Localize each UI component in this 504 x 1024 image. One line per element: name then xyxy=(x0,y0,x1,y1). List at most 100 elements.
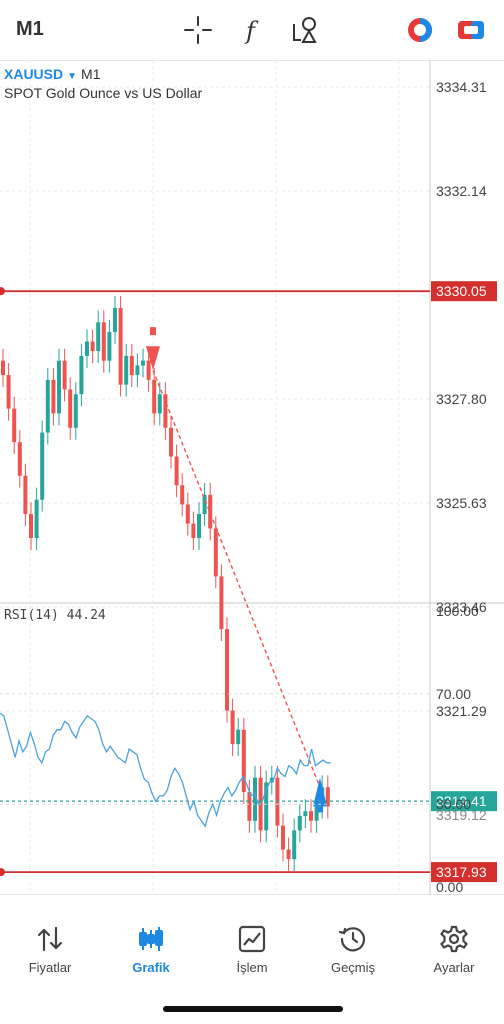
trade-connector-line xyxy=(152,370,321,788)
candle-body xyxy=(17,442,22,476)
nav-chart[interactable]: Grafik xyxy=(101,918,201,988)
candle-body xyxy=(34,499,39,539)
candle-body xyxy=(152,379,157,414)
candle-body xyxy=(174,456,179,486)
candle-body xyxy=(107,331,112,361)
price-tick-label: 3334.31 xyxy=(436,79,487,95)
nav-label: Fiyatlar xyxy=(28,960,72,975)
candle-body xyxy=(208,494,213,529)
rsi-label: RSI(14) 44.24 xyxy=(4,608,106,623)
candle-body xyxy=(281,825,285,850)
candle-body xyxy=(12,408,17,443)
price-levels: 3330.05 3317.93 3319.41 xyxy=(0,281,497,883)
candle-body xyxy=(85,341,89,356)
candle-body xyxy=(29,514,33,539)
nav-label: Geçmiş xyxy=(330,960,376,975)
candle-body xyxy=(6,375,11,409)
timeframe-button[interactable]: M1 xyxy=(16,18,44,40)
candle-body xyxy=(101,322,106,361)
crosshair-icon[interactable] xyxy=(182,14,214,46)
rsi-tick-label: 0.00 xyxy=(436,879,463,895)
candle-body xyxy=(202,494,207,515)
candle-body xyxy=(314,806,319,821)
candle-body xyxy=(146,360,151,380)
candle-body xyxy=(113,307,117,332)
candle-body xyxy=(191,523,196,539)
nav-label: Grafik xyxy=(132,960,170,975)
history-icon xyxy=(338,927,366,952)
symbol-description: SPOT Gold Ounce vs US Dollar xyxy=(4,85,203,101)
candle-body xyxy=(247,792,252,821)
price-chart[interactable]: 10 Jul 12:5810 Jul 13:3010 Jul 14:0210 J… xyxy=(0,60,504,895)
candle-body xyxy=(40,432,45,500)
price-tick-label: 3325.63 xyxy=(436,495,487,511)
lower-level-handle xyxy=(0,868,5,877)
buy-arrow-icon xyxy=(313,777,327,807)
symbol-timeframe: M1 xyxy=(81,66,101,82)
top-toolbar: M1 f xyxy=(0,0,504,60)
candle-body xyxy=(73,394,78,428)
nav-label: İşlem xyxy=(236,960,268,975)
candle-body xyxy=(169,427,173,457)
home-indicator xyxy=(163,1006,343,1012)
trade-icon xyxy=(238,925,266,953)
nav-label: Ayarlar xyxy=(433,960,475,975)
candle-body xyxy=(135,365,140,376)
price-tick-label: 3327.80 xyxy=(436,391,487,407)
lower-level-price-label: 3317.93 xyxy=(436,864,487,880)
candle-body xyxy=(1,360,5,376)
candle-body xyxy=(79,355,84,395)
symbol-name: XAUUSD xyxy=(4,66,64,82)
price-axis: 3334.31 3332.14 3327.80 3325.63 3323.46 3321.… xyxy=(436,79,487,823)
sell-arrow-stem xyxy=(150,327,156,336)
candle-body xyxy=(325,787,330,807)
objects-icon[interactable] xyxy=(290,14,322,46)
candle-body xyxy=(286,849,291,860)
candle-body xyxy=(141,360,145,366)
candle-body xyxy=(236,729,241,745)
nav-history[interactable]: Geçmiş xyxy=(303,918,403,988)
trade-panel-icon[interactable] xyxy=(455,14,487,46)
upper-level-handle xyxy=(0,287,5,296)
candle-body xyxy=(45,379,50,433)
rsi-indicator: 100.00 70.00 30.00 0.00 xyxy=(0,603,479,895)
quotes-icon xyxy=(37,926,63,952)
upper-level-badge xyxy=(431,281,497,302)
candle-body xyxy=(253,777,257,821)
price-tick-label: 3323.46 xyxy=(436,599,487,615)
nav-quotes[interactable]: Fiyatlar xyxy=(0,918,100,988)
upper-level-price-label: 3330.05 xyxy=(436,283,487,299)
chevron-down-icon: ▼ xyxy=(67,71,78,82)
rsi-tick-label: 30.00 xyxy=(436,796,471,812)
one-click-trading-icon[interactable] xyxy=(404,14,436,46)
price-tick-label: 3321.29 xyxy=(436,703,487,719)
candle-body xyxy=(303,811,308,817)
settings-icon xyxy=(440,925,468,953)
bid-price-price-label: 3319.41 xyxy=(436,793,487,809)
function-icon[interactable]: f xyxy=(237,14,269,46)
nav-settings[interactable]: Ayarlar xyxy=(404,918,504,988)
candle-body xyxy=(157,394,162,414)
lower-level-badge xyxy=(431,862,497,883)
candle-body xyxy=(124,355,129,385)
candle-body xyxy=(241,729,246,793)
candle-body xyxy=(297,816,302,831)
chart-icon xyxy=(139,927,163,951)
candle-body xyxy=(180,485,185,505)
candle-body xyxy=(225,629,229,711)
candle-body xyxy=(118,307,123,385)
nav-trade[interactable]: İşlem xyxy=(202,918,302,988)
candle-body xyxy=(129,355,134,376)
candle-body xyxy=(219,576,224,630)
chart-symbol[interactable]: XAUUSD ▼ M1 xyxy=(4,66,100,82)
buy-arrow-stem xyxy=(317,806,323,813)
candle-body xyxy=(62,360,67,390)
rsi-line xyxy=(0,712,331,828)
bid-price-badge xyxy=(431,791,497,812)
svg-text:f: f xyxy=(244,17,259,45)
candle-body xyxy=(292,830,297,860)
candle-body xyxy=(51,379,56,414)
price-tick-label: 3332.14 xyxy=(436,183,487,199)
candle-body xyxy=(163,394,168,428)
candle-body xyxy=(213,528,218,577)
